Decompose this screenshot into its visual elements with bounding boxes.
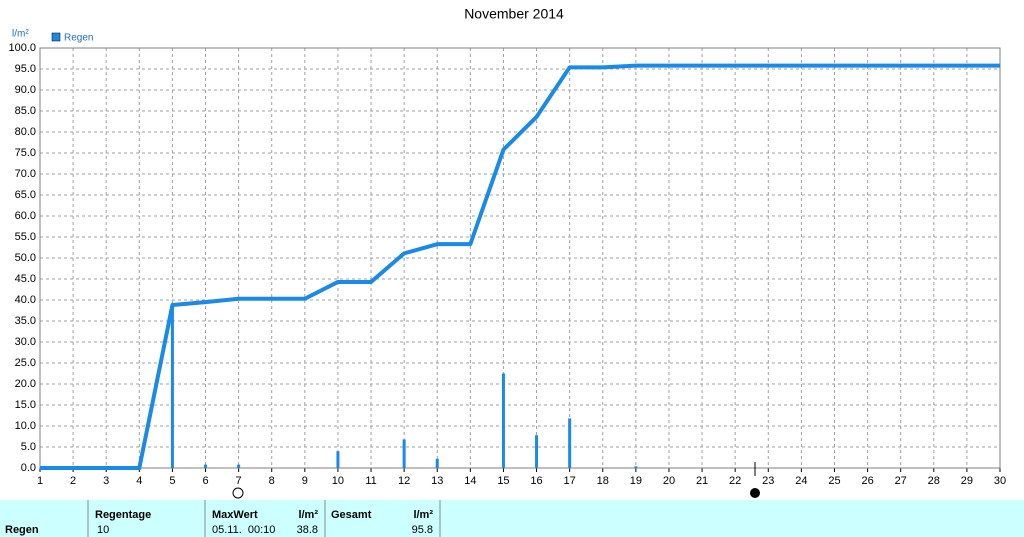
table-header: l/m²	[298, 509, 318, 521]
x-tick-label: 11	[365, 475, 376, 487]
y-axis-label: l/m²	[12, 29, 29, 40]
y-tick-label: 50.0	[15, 252, 36, 264]
x-tick-label: 4	[136, 475, 142, 487]
x-tick-label: 21	[696, 475, 708, 487]
bar	[204, 464, 208, 468]
x-tick-label: 5	[169, 475, 175, 487]
bar	[535, 435, 539, 468]
x-tick-label: 15	[497, 475, 509, 487]
x-tick-label: 30	[994, 475, 1006, 487]
x-tick-label: 6	[202, 475, 208, 487]
x-tick-label: 22	[729, 475, 741, 487]
y-tick-label: 5.0	[21, 441, 36, 453]
legend-label: Regen	[64, 33, 93, 44]
y-tick-label: 0.0	[21, 462, 36, 474]
bar	[435, 458, 439, 468]
x-tick-label: 14	[464, 475, 476, 487]
bar	[568, 418, 572, 468]
bar	[501, 373, 505, 468]
legend-swatch	[51, 32, 61, 42]
bar	[402, 439, 406, 468]
plot-area: 0.0 5.0 10.0 15.0 20.0 25.0 30.0 35.0 40.0 45.0 50…	[8, 42, 1006, 487]
y-tick-label: 20.0	[15, 378, 36, 390]
x-tick-label: 1	[37, 475, 43, 487]
bar	[170, 305, 174, 468]
y-tick-label: 25.0	[15, 357, 36, 369]
x-tick-label: 16	[530, 475, 542, 487]
y-tick-label: 80.0	[15, 126, 36, 138]
cumulative-line	[40, 63, 1000, 470]
x-tick-label: 13	[431, 475, 443, 487]
x-tick-label: 2	[70, 475, 76, 487]
new-moon-icon	[750, 488, 760, 498]
y-tick-label: 10.0	[15, 420, 36, 432]
y-tick-label: 35.0	[15, 315, 36, 327]
table-header: Gesamt	[331, 509, 372, 521]
x-tick-label: 20	[663, 475, 675, 487]
y-tick-label: 55.0	[15, 231, 36, 243]
x-tick-label: 12	[398, 475, 410, 487]
y-tick-label: 15.0	[15, 399, 36, 411]
y-tick-label: 60.0	[15, 210, 36, 222]
y-tick-label: 70.0	[15, 168, 36, 180]
x-tick-label: 26	[861, 475, 873, 487]
y-tick-label: 95.0	[15, 63, 36, 75]
x-tick-label: 9	[302, 475, 308, 487]
summary-panel	[0, 500, 1024, 537]
x-tick-label: 19	[630, 475, 642, 487]
y-tick-label: 45.0	[15, 273, 36, 285]
x-tick-label: 10	[332, 475, 344, 487]
x-tick-label: 18	[597, 475, 609, 487]
table-cell: 38.8	[297, 524, 318, 536]
table-header: MaxWert	[212, 509, 258, 521]
y-tick-label: 90.0	[15, 84, 36, 96]
table-header: Regentage	[95, 509, 151, 521]
x-tick-label: 7	[236, 475, 242, 487]
x-tick-label: 3	[103, 475, 109, 487]
chart-title: November 2014	[464, 6, 564, 22]
x-tick-label: 24	[795, 475, 807, 487]
table-cell: 95.8	[412, 524, 433, 536]
bar	[634, 466, 638, 468]
x-tick-label: 23	[762, 475, 774, 487]
y-tick-label: 75.0	[15, 147, 36, 159]
plot-frame	[39, 47, 1001, 469]
table-cell: 10	[97, 524, 109, 536]
bar	[237, 464, 241, 468]
x-tick-label: 25	[828, 475, 840, 487]
x-tick-label: 8	[269, 475, 275, 487]
x-tick-label: 17	[564, 475, 576, 487]
y-tick-label: 65.0	[15, 189, 36, 201]
full-moon-icon	[232, 487, 244, 499]
table-header: l/m²	[413, 509, 433, 521]
y-tick-label: 40.0	[15, 294, 36, 306]
x-tick-label: 29	[961, 475, 973, 487]
y-tick-label: 100.0	[8, 42, 36, 54]
x-tick-label: 28	[928, 475, 940, 487]
y-tick-label: 30.0	[15, 336, 36, 348]
table-cell: 05.11. 00:10	[212, 524, 275, 536]
row-label: Regen	[5, 524, 39, 536]
y-tick-label: 85.0	[15, 105, 36, 117]
x-tick-label: 27	[895, 475, 907, 487]
bar	[336, 451, 340, 468]
